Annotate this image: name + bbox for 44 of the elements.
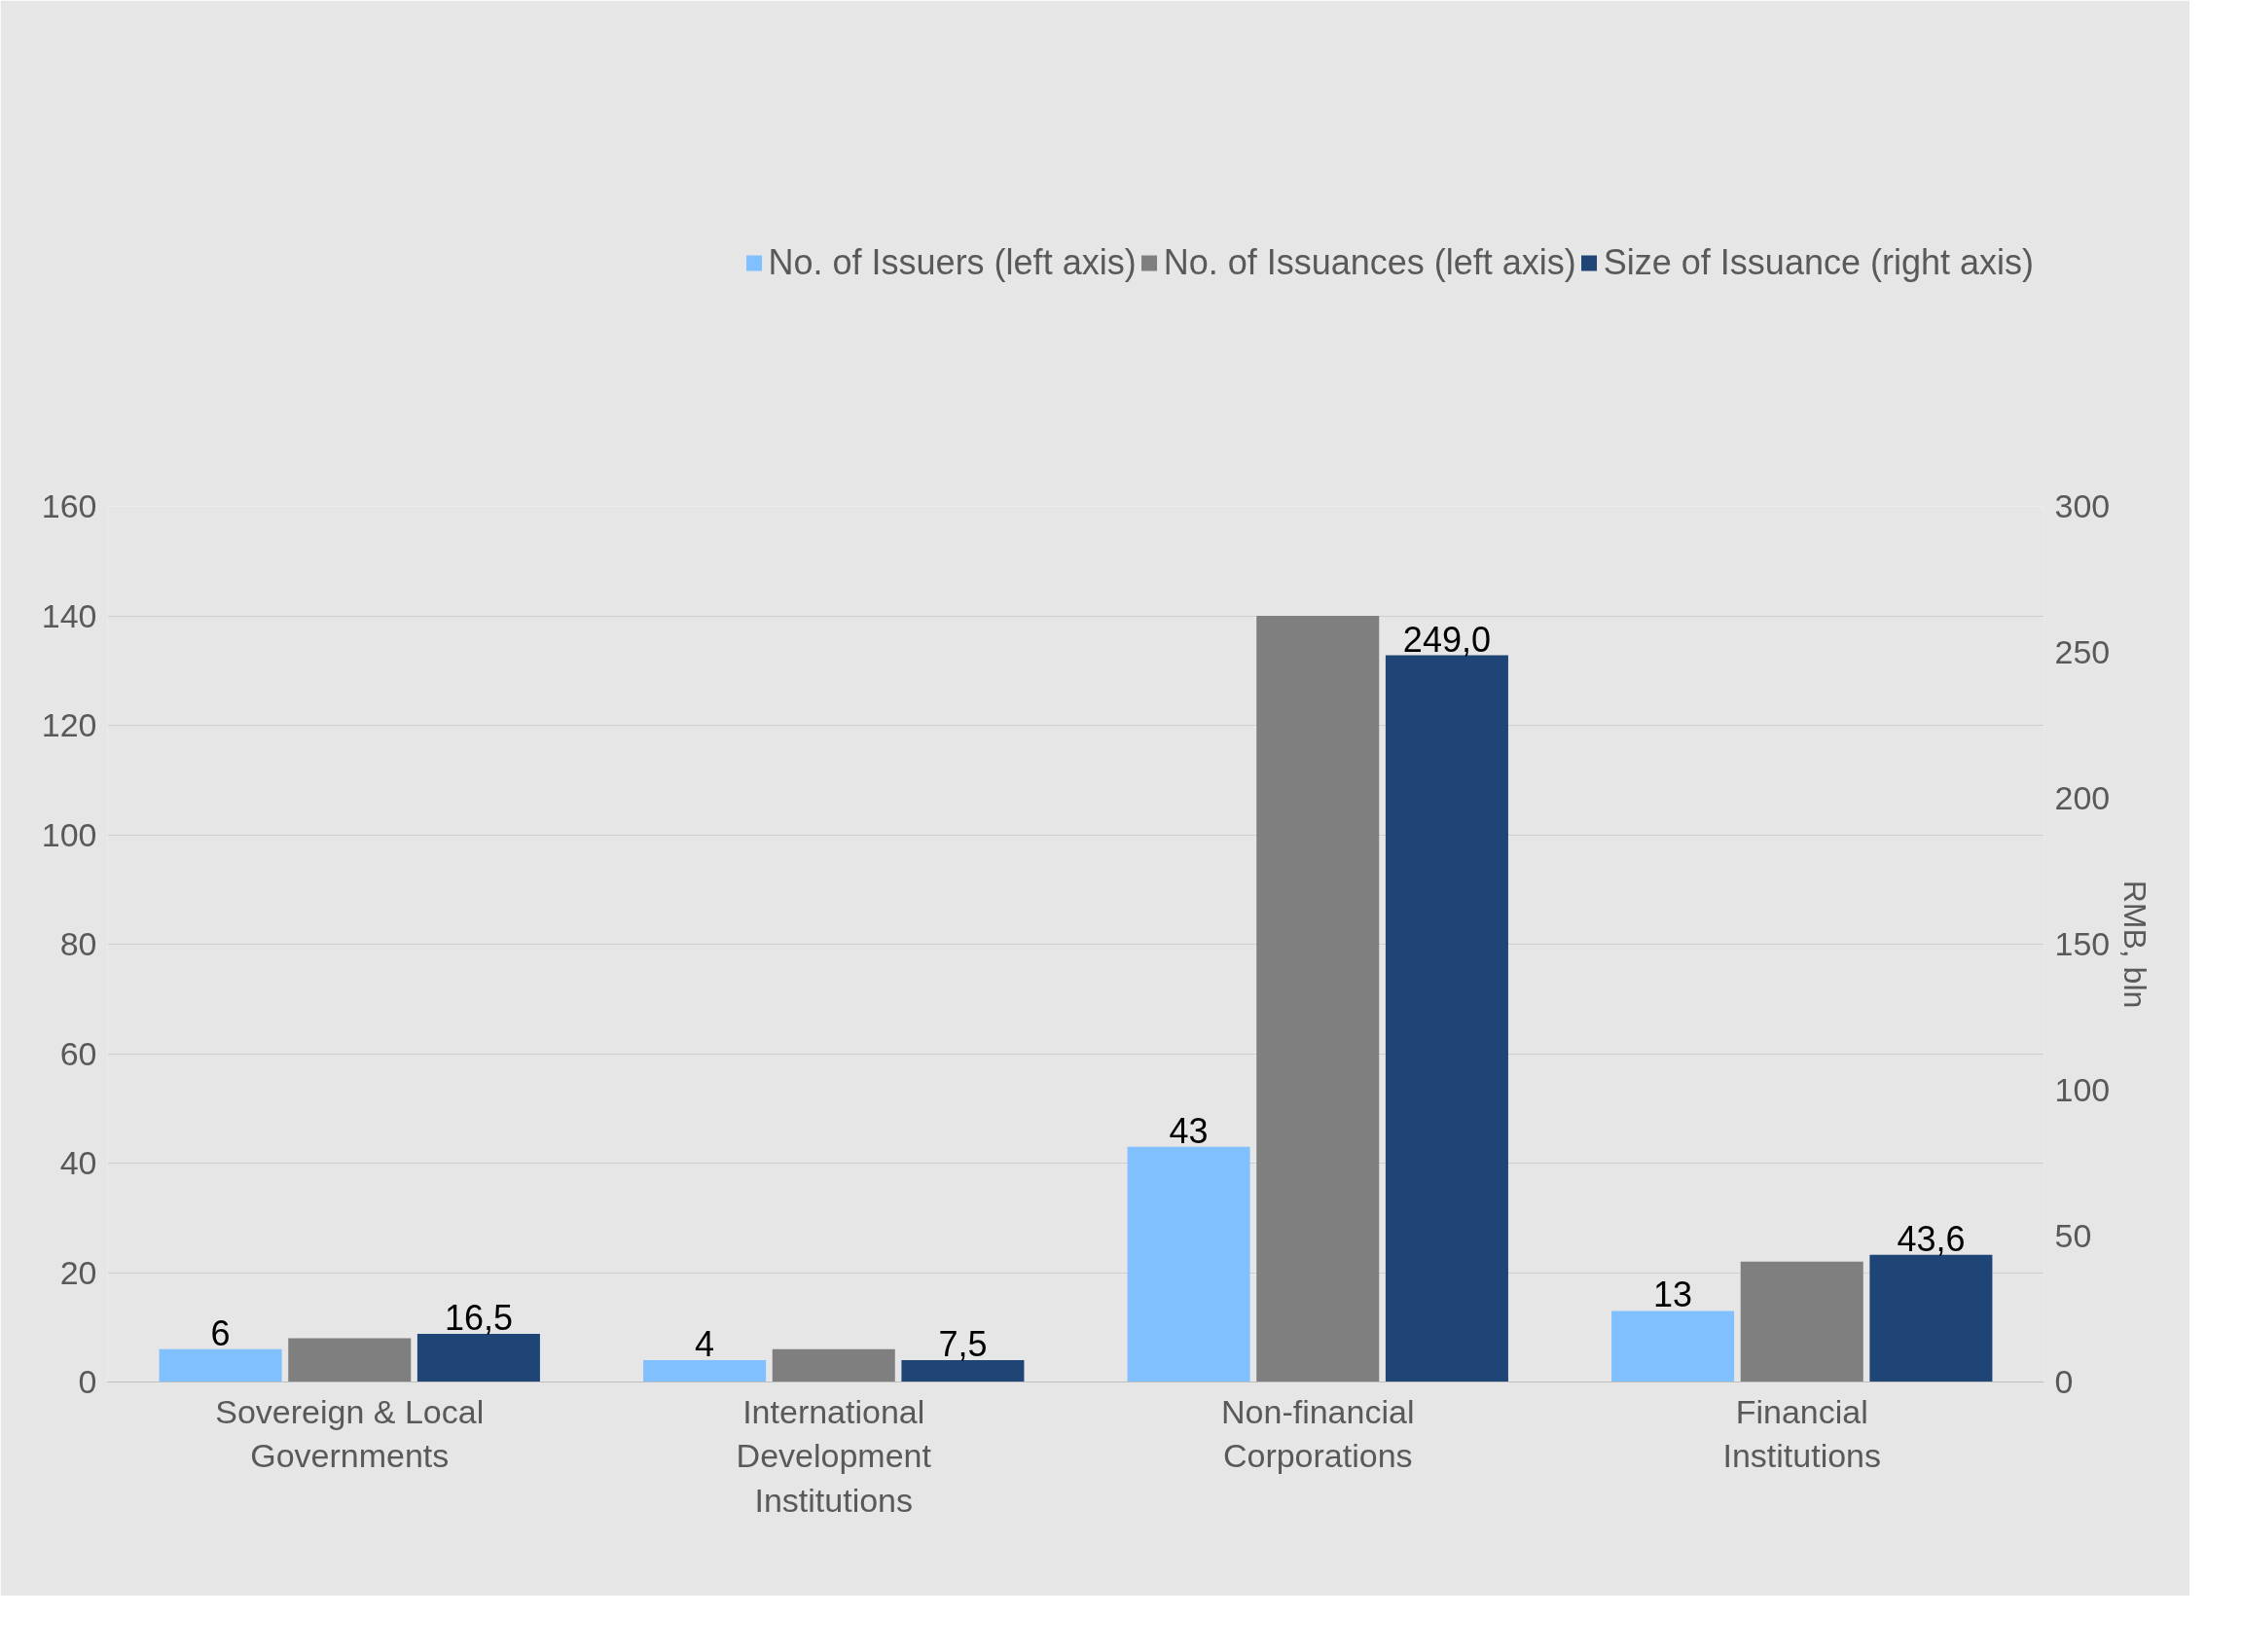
bar <box>1740 1261 1863 1383</box>
bar <box>1611 1311 1735 1383</box>
y2-tick-label: 0 <box>2054 1363 2074 1400</box>
y-tick-label: 40 <box>59 1144 97 1181</box>
y-tick-label: 140 <box>41 596 97 634</box>
legend-label: No. of Issuers (left axis) <box>768 242 1137 283</box>
data-label: 16,5 <box>444 1298 513 1338</box>
x-tick-label: Non-financial Corporations <box>1221 1392 1415 1475</box>
bar <box>901 1360 1025 1383</box>
y-tick-label: 20 <box>59 1253 97 1291</box>
y2-tick-label: 300 <box>2054 487 2111 524</box>
x-tick-label: Sovereign & Local Governments <box>215 1392 485 1475</box>
bar <box>1869 1254 1993 1383</box>
y-tick-label: 120 <box>41 706 97 743</box>
data-label: 13 <box>1653 1275 1693 1315</box>
data-label: 6 <box>210 1312 231 1353</box>
bar <box>416 1334 540 1383</box>
y2-tick-label: 50 <box>2054 1217 2092 1254</box>
bar <box>288 1338 412 1383</box>
y2-tick-label: 200 <box>2054 779 2111 816</box>
x-tick-label: Financial Institutions <box>1722 1392 1882 1475</box>
bar <box>643 1360 767 1383</box>
x-tick-label: International Development Institutions <box>736 1392 932 1519</box>
data-label: 43,6 <box>1897 1218 1966 1259</box>
y-tick-label: 160 <box>41 487 97 524</box>
y2-tick-label: 100 <box>2054 1071 2111 1108</box>
y2-axis-title: RMB, bln <box>2117 880 2153 1009</box>
bar <box>772 1348 895 1383</box>
bar <box>1385 655 1508 1383</box>
y-tick-label: 0 <box>78 1363 97 1400</box>
y2-tick-label: 250 <box>2054 633 2111 670</box>
y-tick-label: 80 <box>59 925 97 962</box>
data-label: 4 <box>695 1324 715 1364</box>
data-label: 249,0 <box>1402 619 1491 660</box>
bar <box>1256 616 1380 1383</box>
y-tick-label: 60 <box>59 1034 97 1072</box>
data-label: 7,5 <box>938 1324 988 1364</box>
bar <box>159 1348 282 1383</box>
legend-label: Size of Issuance (right axis) <box>1603 242 2034 283</box>
bar <box>1127 1146 1250 1383</box>
legend-label: No. of Issuances (left axis) <box>1163 242 1576 283</box>
y-tick-label: 100 <box>41 815 97 853</box>
data-label: 43 <box>1169 1110 1209 1151</box>
y2-tick-label: 150 <box>2054 925 2111 962</box>
